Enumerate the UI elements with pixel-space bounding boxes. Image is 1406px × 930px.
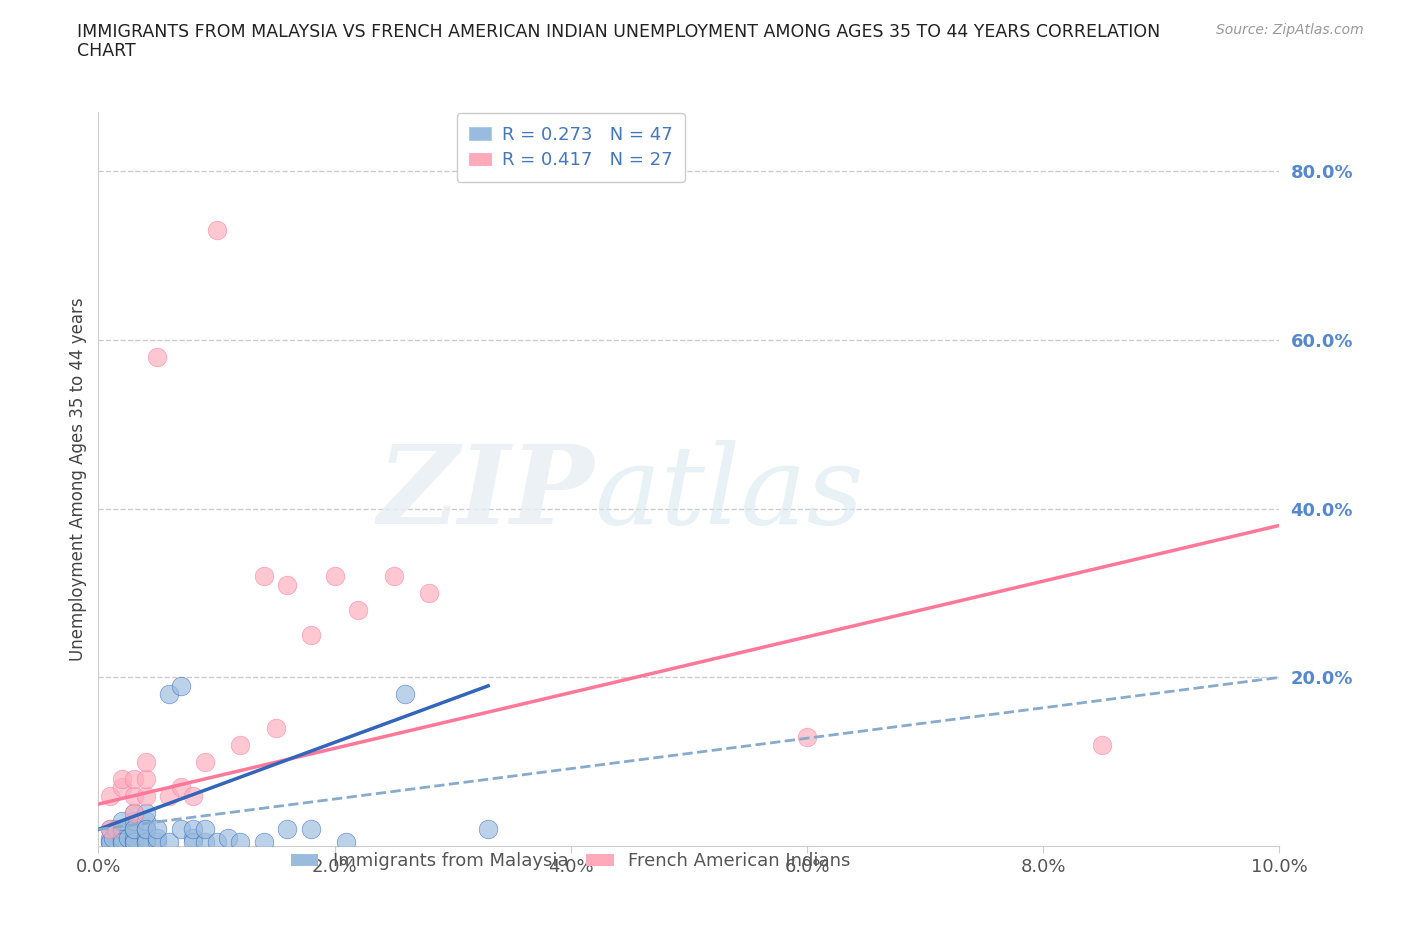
- Legend: Immigrants from Malaysia, French American Indians: Immigrants from Malaysia, French America…: [284, 845, 858, 878]
- Point: [98, 822, 121, 837]
- Point: [117, 830, 139, 845]
- Point: [299, 822, 322, 837]
- Point: [135, 771, 157, 786]
- Point: [105, 822, 128, 837]
- Point: [264, 721, 287, 736]
- Point: [194, 754, 217, 769]
- Point: [122, 822, 145, 837]
- Point: [157, 789, 180, 804]
- Point: [335, 834, 357, 849]
- Point: [135, 789, 157, 804]
- Point: [135, 834, 157, 849]
- Point: [111, 834, 134, 849]
- Point: [253, 568, 276, 583]
- Point: [135, 834, 157, 849]
- Point: [170, 678, 193, 693]
- Point: [181, 822, 204, 837]
- Point: [299, 628, 322, 643]
- Text: ZIP: ZIP: [378, 440, 595, 548]
- Point: [205, 222, 228, 237]
- Point: [229, 737, 252, 752]
- Point: [276, 822, 298, 837]
- Point: [382, 568, 405, 583]
- Point: [157, 687, 180, 702]
- Text: Source: ZipAtlas.com: Source: ZipAtlas.com: [1216, 23, 1364, 37]
- Point: [323, 568, 346, 583]
- Point: [146, 349, 169, 364]
- Point: [135, 814, 157, 829]
- Point: [101, 830, 124, 845]
- Point: [98, 830, 121, 845]
- Point: [122, 834, 145, 849]
- Point: [98, 822, 121, 837]
- Text: atlas: atlas: [595, 440, 865, 548]
- Point: [98, 834, 121, 849]
- Point: [170, 822, 193, 837]
- Point: [181, 830, 204, 845]
- Point: [135, 805, 157, 820]
- Point: [135, 754, 157, 769]
- Point: [122, 822, 145, 837]
- Point: [111, 779, 134, 794]
- Point: [217, 830, 239, 845]
- Point: [276, 578, 298, 592]
- Point: [418, 586, 440, 601]
- Text: IMMIGRANTS FROM MALAYSIA VS FRENCH AMERICAN INDIAN UNEMPLOYMENT AMONG AGES 35 TO: IMMIGRANTS FROM MALAYSIA VS FRENCH AMERI…: [77, 23, 1160, 41]
- Point: [111, 771, 134, 786]
- Point: [122, 789, 145, 804]
- Point: [135, 830, 157, 845]
- Point: [135, 822, 157, 837]
- Point: [181, 834, 204, 849]
- Point: [111, 834, 134, 849]
- Point: [170, 779, 193, 794]
- Point: [181, 789, 204, 804]
- Point: [122, 814, 145, 829]
- Point: [122, 805, 145, 820]
- Point: [122, 830, 145, 845]
- Point: [157, 834, 180, 849]
- Point: [347, 603, 370, 618]
- Point: [135, 822, 157, 837]
- Point: [477, 822, 499, 837]
- Point: [111, 822, 134, 837]
- Point: [146, 830, 169, 845]
- Point: [194, 834, 217, 849]
- Point: [98, 789, 121, 804]
- Point: [796, 729, 818, 744]
- Point: [205, 834, 228, 849]
- Point: [146, 822, 169, 837]
- Point: [122, 771, 145, 786]
- Point: [111, 814, 134, 829]
- Point: [1091, 737, 1114, 752]
- Point: [122, 834, 145, 849]
- Text: CHART: CHART: [77, 42, 136, 60]
- Point: [229, 834, 252, 849]
- Point: [122, 805, 145, 820]
- Point: [194, 822, 217, 837]
- Point: [394, 687, 416, 702]
- Y-axis label: Unemployment Among Ages 35 to 44 years: Unemployment Among Ages 35 to 44 years: [69, 298, 87, 660]
- Point: [98, 834, 121, 849]
- Point: [146, 834, 169, 849]
- Point: [111, 830, 134, 845]
- Point: [253, 834, 276, 849]
